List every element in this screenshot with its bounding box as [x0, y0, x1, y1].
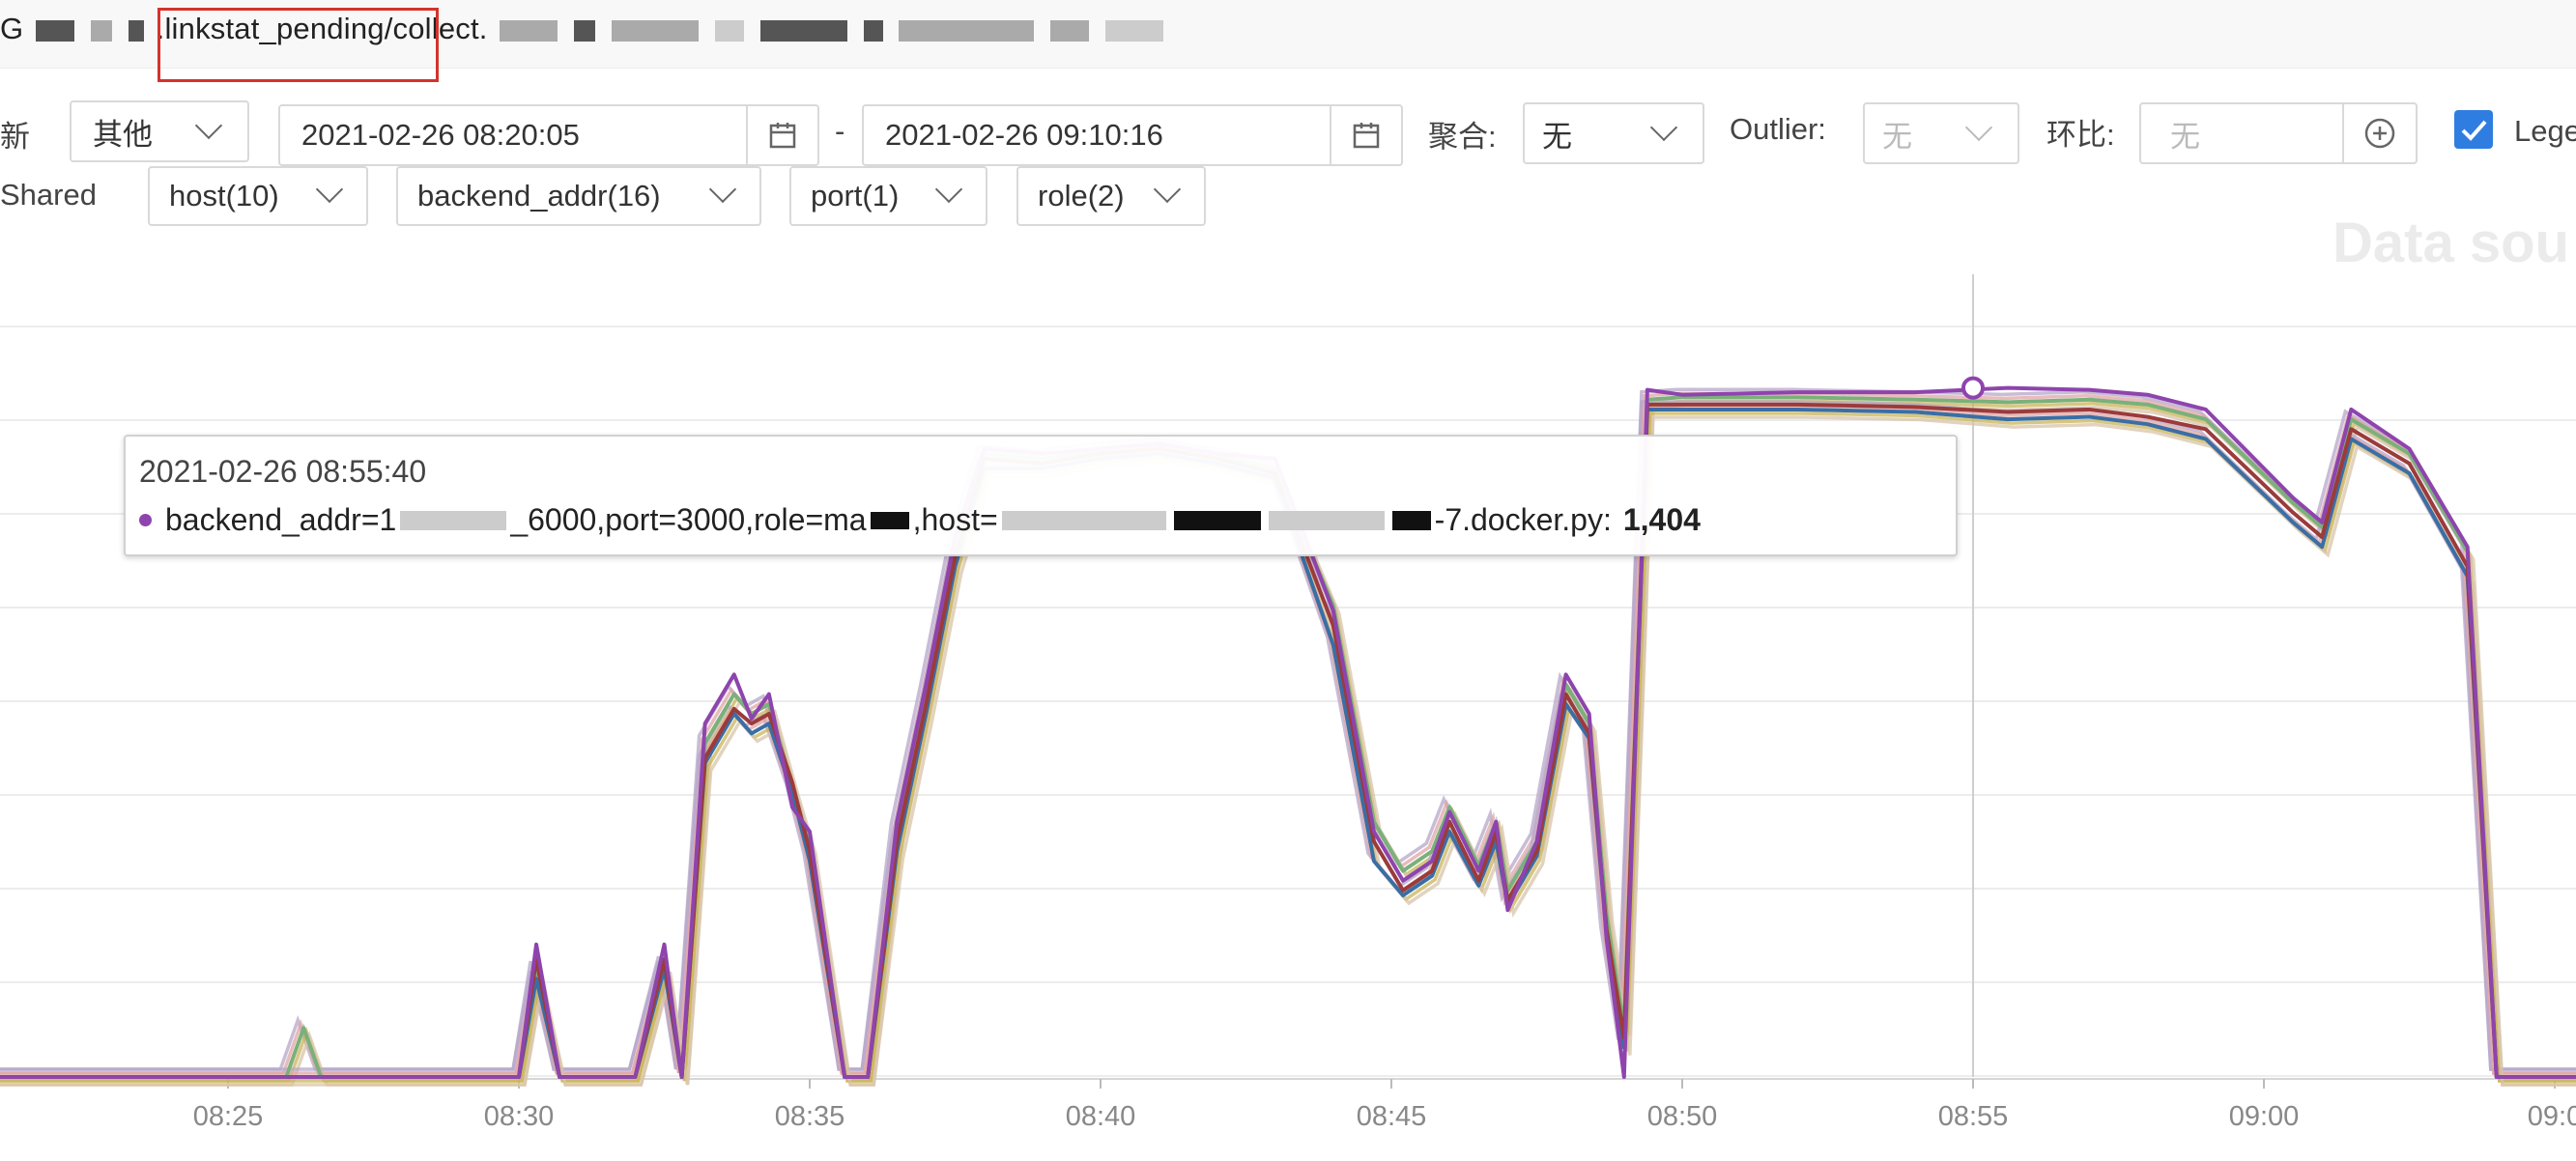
data-source-watermark: Data sou [2333, 212, 2569, 274]
metric-bar: G .linkstat_pending/collect. [0, 0, 2576, 82]
refresh-label[interactable]: 新 [0, 120, 30, 154]
chevron-down-icon [1153, 175, 1182, 204]
redacted-text [1050, 19, 1090, 42]
redacted-text [612, 19, 700, 42]
outlier-select[interactable]: 无 [1863, 102, 2019, 164]
legend-checkbox[interactable] [2454, 110, 2493, 149]
redacted-text [574, 19, 596, 42]
x-tick-label: 08:30 [484, 1101, 555, 1132]
filter-host[interactable]: host(10) [148, 166, 368, 226]
legend-label[interactable]: Lege [2514, 114, 2576, 148]
x-tick-label: 09:0 [2528, 1101, 2576, 1132]
shared-label: Shared [0, 178, 97, 212]
aggregate-value: 无 [1542, 119, 1572, 154]
aggregate-label: 聚合: [1428, 120, 1497, 154]
redacted-text [1001, 510, 1166, 530]
tooltip-series-prefix: backend_addr=1 [165, 502, 397, 537]
metric-prefix: G [0, 12, 24, 45]
start-time-value: 2021-02-26 08:20:05 [301, 118, 580, 152]
filter-role[interactable]: role(2) [1016, 166, 1206, 226]
chevron-down-icon [708, 175, 737, 204]
chevron-down-icon [934, 175, 963, 204]
chevron-down-icon [1964, 113, 1993, 142]
outlier-label: Outlier: [1730, 112, 1826, 146]
line-chart[interactable]: 08:25 08:30 08:35 08:40 08:45 08:50 08:55 09:00… [0, 270, 2576, 1161]
x-tick-label: 08:40 [1066, 1101, 1136, 1132]
redacted-text [1173, 510, 1261, 530]
add-circle-icon[interactable] [2342, 104, 2416, 162]
tooltip-series-row: backend_addr=1 _6000,port=3000,role=ma ,… [139, 502, 1701, 538]
filter-role-label: role(2) [1038, 179, 1125, 212]
end-time-value: 2021-02-26 09:10:16 [885, 118, 1163, 152]
ratio-placeholder: 无 [2170, 119, 2200, 154]
redacted-text [36, 19, 75, 42]
redacted-text [1268, 510, 1385, 530]
metric-suffix: collect. [392, 12, 488, 45]
filter-port-label: port(1) [811, 179, 900, 212]
redacted-text [759, 19, 847, 42]
chart-tooltip: 2021-02-26 08:55:40 backend_addr=1 _6000… [124, 435, 1958, 556]
series-line[interactable] [0, 407, 2576, 1079]
hover-point-marker [1961, 376, 1985, 400]
range-separator: - [835, 114, 845, 148]
type-select-value: 其他 [93, 117, 153, 152]
chevron-down-icon [315, 175, 344, 204]
redacted-text [400, 510, 507, 530]
x-tick-label: 08:25 [193, 1101, 264, 1132]
redacted-text [870, 511, 909, 529]
tooltip-value: 1,404 [1622, 502, 1701, 537]
check-icon [2461, 120, 2487, 141]
x-tick-label: 08:50 [1647, 1101, 1718, 1132]
calendar-icon[interactable] [1330, 106, 1401, 164]
redacted-text [899, 19, 1035, 42]
redacted-text [1105, 19, 1164, 42]
redacted-text [863, 19, 883, 42]
x-tick-label: 09:00 [2229, 1101, 2300, 1132]
metric-name: G .linkstat_pending/collect. [0, 12, 1167, 46]
redacted-text [714, 19, 744, 42]
annotation-box [157, 8, 439, 82]
end-time-input[interactable]: 2021-02-26 09:10:16 [862, 104, 1403, 166]
x-tick-label: 08:55 [1938, 1101, 2009, 1132]
series-line[interactable] [0, 385, 2576, 1079]
tooltip-series-mid1: _6000,port=3000,role=ma [510, 502, 867, 537]
series-line[interactable] [0, 404, 2576, 1075]
redacted-text [1391, 510, 1431, 530]
filter-backend-addr-label: backend_addr(16) [417, 179, 661, 212]
x-tick-label: 08:45 [1357, 1101, 1427, 1132]
type-select[interactable]: 其他 [70, 100, 249, 162]
metric-highlight: .linkstat_pending/ [156, 12, 393, 45]
tooltip-series-end: -7.docker.py: [1434, 502, 1612, 537]
filter-port[interactable]: port(1) [789, 166, 987, 226]
chevron-down-icon [1649, 113, 1678, 142]
redacted-text [128, 19, 144, 42]
tooltip-time: 2021-02-26 08:55:40 [139, 454, 427, 489]
tooltip-series-mid2: ,host= [912, 502, 998, 537]
outlier-value: 无 [1882, 119, 1912, 154]
redacted-text [90, 19, 112, 42]
filter-host-label: host(10) [169, 179, 279, 212]
calendar-icon[interactable] [746, 106, 817, 164]
x-tick-label: 08:35 [775, 1101, 845, 1132]
filter-backend-addr[interactable]: backend_addr(16) [396, 166, 761, 226]
ratio-label: 环比: [2046, 118, 2115, 152]
aggregate-select[interactable]: 无 [1523, 102, 1704, 164]
start-time-input[interactable]: 2021-02-26 08:20:05 [278, 104, 819, 166]
redacted-text [500, 19, 558, 42]
ratio-input[interactable]: 无 [2139, 102, 2418, 164]
series-color-dot [139, 514, 152, 526]
chevron-down-icon [194, 111, 223, 140]
